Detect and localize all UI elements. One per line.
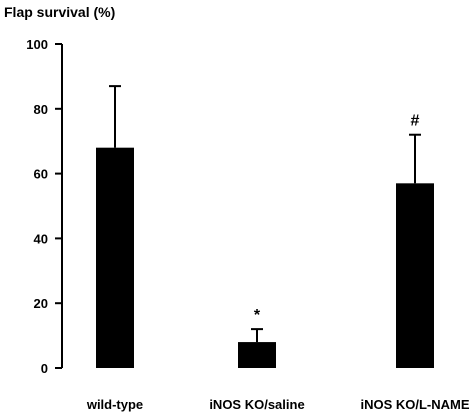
bar (396, 183, 434, 368)
significance-marker: # (411, 113, 420, 130)
x-category-label: iNOS KO/L-NAME (360, 397, 469, 412)
x-category-label: iNOS KO/saline (209, 397, 304, 412)
y-tick-label: 20 (34, 296, 48, 311)
y-axis-ticks: 0 20 40 60 80 100 (26, 37, 62, 376)
x-axis-labels: wild-type iNOS KO/saline iNOS KO/L-NAME (86, 397, 470, 412)
significance-marker: * (254, 307, 261, 324)
bar (238, 342, 276, 368)
y-tick-label: 0 (41, 361, 48, 376)
y-axis-label: Flap survival (%) (4, 4, 115, 20)
y-tick-label: 80 (34, 102, 48, 117)
y-tick-label: 100 (26, 37, 48, 52)
bar (96, 147, 134, 368)
x-category-label: wild-type (86, 397, 143, 412)
bars: *# (96, 85, 434, 368)
y-tick-label: 60 (34, 167, 48, 182)
y-tick-label: 40 (34, 231, 48, 246)
